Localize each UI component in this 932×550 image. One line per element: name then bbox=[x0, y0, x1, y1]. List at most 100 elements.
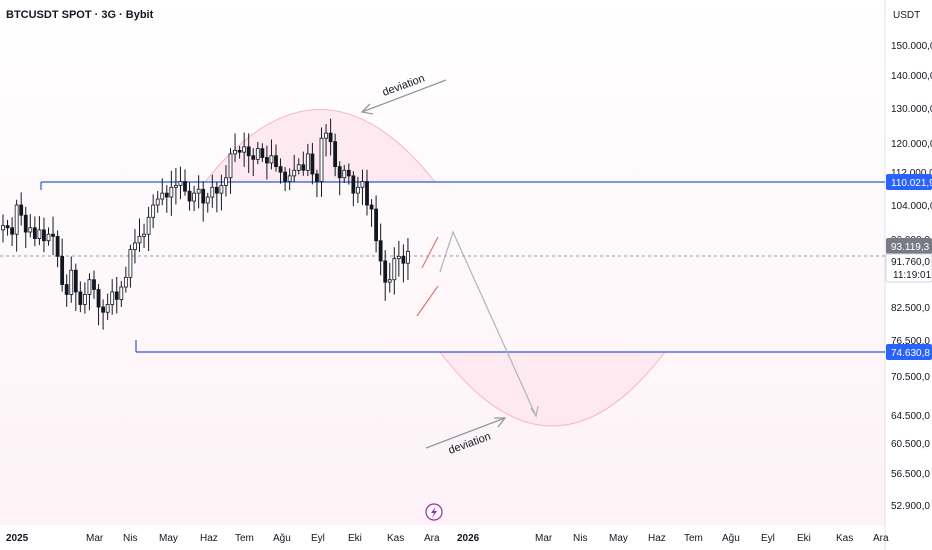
candle[interactable] bbox=[383, 260, 388, 283]
candle[interactable] bbox=[392, 258, 397, 281]
candle[interactable] bbox=[64, 284, 69, 295]
candle[interactable] bbox=[192, 192, 197, 202]
candle[interactable] bbox=[142, 233, 146, 237]
candle[interactable] bbox=[310, 153, 315, 175]
time-axis[interactable]: 2025 Mar Nis May Haz Tem Ağu Eyl Eki Kas… bbox=[6, 533, 889, 544]
channel-line-lower[interactable] bbox=[416, 285, 439, 317]
candle[interactable] bbox=[178, 181, 183, 186]
candle[interactable] bbox=[237, 150, 242, 153]
candle[interactable] bbox=[201, 188, 206, 204]
deviation-arrow-top[interactable] bbox=[361, 79, 447, 113]
candle[interactable] bbox=[123, 276, 128, 288]
candle[interactable] bbox=[169, 186, 174, 198]
projection-path[interactable] bbox=[439, 230, 537, 417]
candle[interactable] bbox=[269, 155, 274, 164]
candle[interactable] bbox=[214, 186, 219, 194]
candle[interactable] bbox=[19, 204, 24, 216]
candle[interactable] bbox=[105, 304, 110, 313]
candle[interactable] bbox=[160, 192, 165, 200]
candle[interactable] bbox=[264, 157, 269, 164]
candle[interactable] bbox=[278, 166, 283, 173]
candle[interactable] bbox=[315, 173, 319, 182]
candle[interactable] bbox=[274, 155, 278, 168]
channel-line-upper[interactable] bbox=[421, 236, 439, 269]
candle[interactable] bbox=[51, 233, 55, 237]
candle[interactable] bbox=[32, 227, 37, 239]
candle[interactable] bbox=[187, 190, 192, 202]
candle[interactable] bbox=[96, 289, 101, 308]
secondary-price-badge[interactable] bbox=[885, 253, 932, 283]
candle[interactable] bbox=[296, 164, 301, 171]
candle[interactable] bbox=[155, 198, 160, 206]
candle[interactable] bbox=[28, 227, 33, 233]
candle[interactable] bbox=[378, 240, 383, 262]
candle[interactable] bbox=[255, 148, 260, 160]
resistance-level-badge[interactable] bbox=[886, 174, 932, 190]
candle[interactable] bbox=[151, 204, 156, 218]
candle[interactable] bbox=[146, 216, 151, 235]
candle[interactable] bbox=[233, 150, 237, 155]
candle[interactable] bbox=[251, 155, 256, 160]
candle[interactable] bbox=[328, 132, 333, 143]
candle[interactable] bbox=[228, 153, 233, 179]
candle[interactable] bbox=[1, 225, 5, 231]
candle[interactable] bbox=[324, 132, 328, 139]
candle[interactable] bbox=[396, 255, 401, 260]
candle[interactable] bbox=[283, 171, 288, 182]
candle[interactable] bbox=[224, 177, 228, 186]
candle[interactable] bbox=[128, 249, 133, 278]
candle[interactable] bbox=[78, 291, 83, 305]
candle[interactable] bbox=[305, 153, 310, 171]
candle[interactable] bbox=[342, 169, 347, 179]
candle[interactable] bbox=[92, 279, 96, 290]
time-axis-background[interactable] bbox=[0, 525, 885, 550]
candle[interactable] bbox=[14, 204, 19, 235]
candle[interactable] bbox=[133, 242, 137, 250]
candle[interactable] bbox=[387, 279, 392, 283]
candle[interactable] bbox=[69, 269, 74, 295]
candle[interactable] bbox=[42, 229, 46, 242]
candle[interactable] bbox=[333, 141, 338, 168]
candle[interactable] bbox=[5, 225, 10, 229]
support-level-badge[interactable] bbox=[886, 344, 932, 360]
candle[interactable] bbox=[37, 229, 42, 239]
candle[interactable] bbox=[110, 291, 115, 305]
candle[interactable] bbox=[369, 204, 374, 210]
candle[interactable] bbox=[87, 279, 92, 295]
candle[interactable] bbox=[60, 255, 65, 285]
candle[interactable] bbox=[346, 169, 351, 177]
candle[interactable] bbox=[301, 164, 306, 171]
candle[interactable] bbox=[351, 175, 356, 194]
price-axis[interactable]: USDT 150.000,0 140.000,0 130.000,0 120.0… bbox=[885, 10, 932, 512]
candle[interactable] bbox=[219, 184, 224, 194]
candle[interactable] bbox=[101, 306, 105, 313]
candle[interactable] bbox=[260, 148, 265, 158]
candle[interactable] bbox=[10, 227, 15, 235]
candle[interactable] bbox=[137, 235, 142, 244]
candle[interactable] bbox=[210, 186, 215, 198]
deviation-arrow-bottom[interactable] bbox=[425, 417, 506, 449]
candle[interactable] bbox=[292, 169, 297, 177]
currency-label[interactable]: USDT bbox=[893, 10, 920, 21]
candle[interactable] bbox=[406, 250, 410, 264]
candle[interactable] bbox=[337, 166, 342, 179]
candle[interactable] bbox=[55, 235, 60, 257]
candle[interactable] bbox=[355, 186, 360, 194]
candle[interactable] bbox=[401, 255, 406, 264]
candle[interactable] bbox=[374, 208, 379, 242]
symbol-title[interactable]: BTCUSDT SPOT · 3G · Bybit bbox=[6, 9, 154, 21]
candle[interactable] bbox=[365, 181, 369, 206]
candle[interactable] bbox=[119, 286, 124, 300]
candle[interactable] bbox=[205, 196, 210, 204]
candle[interactable] bbox=[114, 291, 119, 300]
candles-group[interactable] bbox=[1, 118, 410, 330]
candle[interactable] bbox=[360, 181, 365, 188]
candle[interactable] bbox=[246, 146, 251, 157]
candle[interactable] bbox=[196, 188, 201, 194]
candle[interactable] bbox=[83, 294, 87, 305]
candle[interactable] bbox=[183, 181, 187, 192]
candle[interactable] bbox=[319, 137, 324, 182]
candle[interactable] bbox=[287, 175, 292, 182]
candle[interactable] bbox=[23, 214, 28, 233]
